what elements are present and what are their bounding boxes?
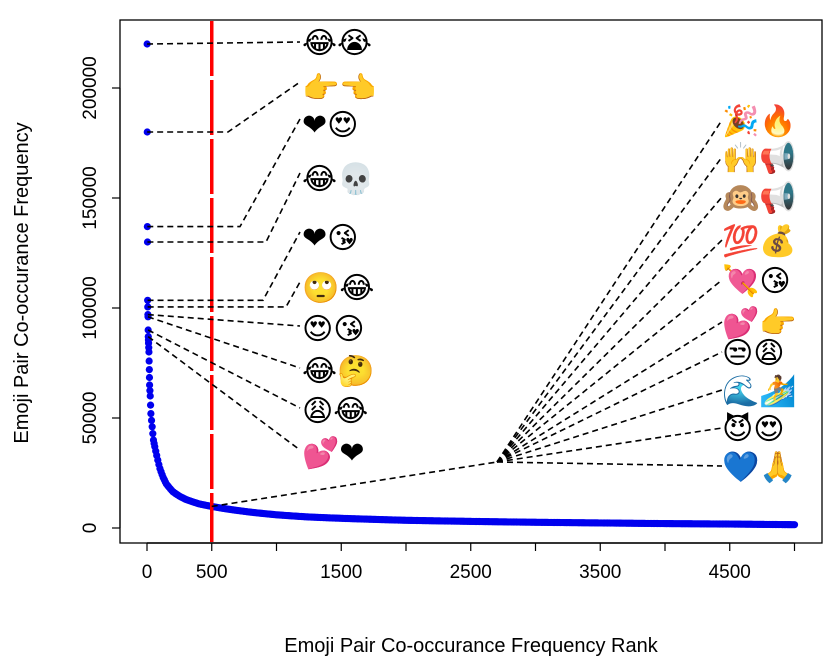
y-tick-label: 0 bbox=[80, 523, 101, 534]
threshold-pair-connector bbox=[496, 156, 723, 463]
threshold-pair-connector bbox=[496, 461, 723, 467]
threshold-pair-emoji-label: 🎉🔥 bbox=[722, 103, 797, 139]
data-point bbox=[147, 410, 155, 418]
data-point bbox=[145, 357, 153, 365]
x-tick-label: 3500 bbox=[579, 562, 621, 583]
threshold-pair-connector bbox=[496, 351, 723, 463]
y-axis-label: Emoji Pair Co-occurance Frequency bbox=[11, 122, 33, 443]
y-tick-label: 50000 bbox=[80, 392, 101, 445]
threshold-pair-emoji-label: 🙌📢 bbox=[722, 140, 797, 176]
top-pair-emoji-label: 😩😂 bbox=[302, 394, 368, 429]
points-layer bbox=[143, 40, 799, 529]
threshold-pair-connector bbox=[496, 321, 723, 463]
axes-layer: 0 500 1500 2500 3500 4500 0 50000 100000 150000 20… bbox=[80, 56, 796, 583]
plot-frame bbox=[119, 19, 823, 544]
threshold-connector bbox=[211, 461, 498, 508]
threshold-pair-emoji-label: 💙🙏 bbox=[722, 450, 797, 485]
top-pair-connector bbox=[147, 281, 301, 308]
threshold-pair-emoji-label: 🙉📢 bbox=[720, 180, 797, 216]
annotation-layer: 😂😭 👉👈❤😍 😂💀 ❤😘 🙄😂 😍😘 😂🤔 😩😂 💕❤ 🎉🔥🙌📢 🙉📢 💯💰 💘😘 💕👉😒😩🌊🏄😈😍💙🙏 bbox=[147, 26, 797, 508]
data-point bbox=[145, 348, 153, 356]
x-tick-label: 1500 bbox=[320, 562, 362, 583]
data-point bbox=[149, 430, 157, 438]
threshold-pair-emoji-label: 😒😩 bbox=[722, 336, 785, 371]
top-pair-emoji-label: 😂💀 bbox=[302, 161, 374, 197]
top-pair-emoji-label: 😂😭 bbox=[302, 26, 372, 61]
data-point bbox=[146, 392, 154, 400]
top-pair-connector bbox=[147, 329, 301, 409]
threshold-pair-emoji-label: 💕👉 bbox=[722, 305, 797, 341]
top-pair-connector bbox=[147, 172, 301, 243]
threshold-pair-emoji-label: 💯💰 bbox=[722, 223, 797, 259]
data-point bbox=[145, 366, 153, 374]
data-point bbox=[790, 521, 799, 529]
top-pair-connector bbox=[147, 316, 301, 369]
top-pair-emoji-label: 🙄😂 bbox=[302, 271, 374, 306]
x-tick-label: 0 bbox=[142, 562, 153, 583]
threshold-pair-connector bbox=[496, 389, 723, 463]
x-tick-label: 2500 bbox=[450, 562, 492, 583]
top-pair-emoji-label: 😂🤔 bbox=[302, 354, 374, 389]
data-point bbox=[148, 423, 156, 431]
threshold-pair-connector bbox=[496, 196, 723, 463]
threshold-pair-emoji-label: 😈😍 bbox=[722, 412, 785, 447]
threshold-pair-connector bbox=[496, 239, 723, 463]
threshold-pair-connector bbox=[496, 427, 723, 463]
top-pair-emoji-label: 👉👈 bbox=[302, 71, 377, 106]
y-tick-label: 200000 bbox=[80, 56, 101, 119]
data-point bbox=[146, 387, 154, 395]
x-tick-label: 4500 bbox=[709, 562, 751, 583]
top-pair-emoji-label: 😍😘 bbox=[302, 312, 365, 347]
threshold-pair-emoji-label: 💘😘 bbox=[722, 263, 791, 299]
y-tick-label: 100000 bbox=[80, 276, 101, 339]
top-pair-connector bbox=[147, 313, 301, 327]
top-pair-connector bbox=[147, 231, 301, 302]
data-point bbox=[147, 416, 156, 425]
data-point bbox=[146, 401, 155, 409]
top-pair-connector bbox=[147, 335, 301, 451]
threshold-pair-emoji-label: 🌊🏄 bbox=[722, 373, 797, 409]
top-pair-connector bbox=[147, 41, 301, 45]
threshold-pair-connector bbox=[496, 279, 723, 463]
y-tick-label: 150000 bbox=[80, 166, 101, 229]
data-point bbox=[145, 381, 154, 389]
x-tick-label: 500 bbox=[196, 562, 228, 583]
top-pair-emoji-label: 💕❤ bbox=[302, 435, 365, 471]
top-pair-connector bbox=[147, 81, 301, 133]
top-pair-connector bbox=[147, 118, 301, 228]
data-point bbox=[145, 373, 154, 382]
threshold-pair-connector bbox=[496, 119, 723, 463]
x-axis-label: Emoji Pair Co-occurance Frequency Rank bbox=[284, 635, 658, 657]
top-pair-emoji-label: ❤😍 bbox=[302, 108, 358, 143]
top-pair-emoji-label: ❤😘 bbox=[302, 221, 358, 256]
